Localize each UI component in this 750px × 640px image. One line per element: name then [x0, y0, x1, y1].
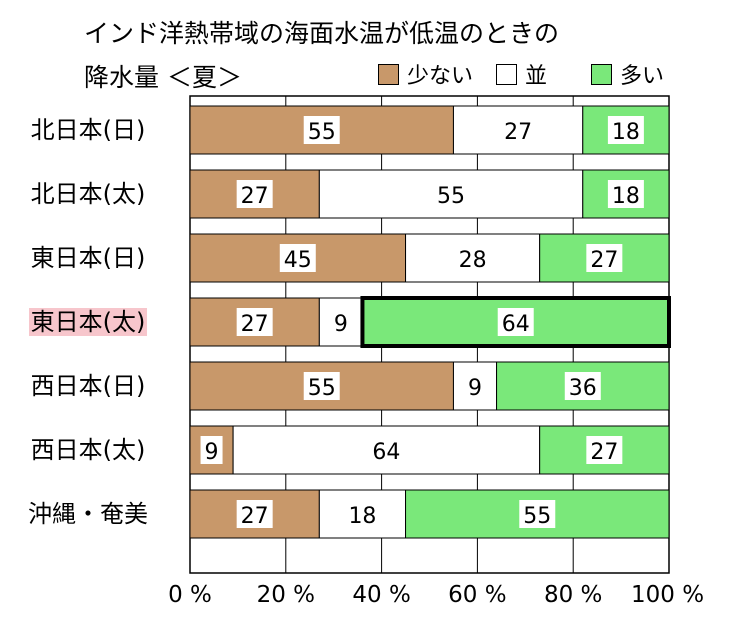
- data-label: 9: [468, 376, 482, 401]
- data-label: 36: [569, 376, 597, 401]
- legend-label-low: 少ない: [407, 64, 474, 89]
- legend-swatch-low: [378, 63, 399, 85]
- category-label-text: 北日本(日): [30, 116, 146, 144]
- data-label: 27: [241, 504, 269, 529]
- data-label-bg: [454, 244, 491, 272]
- x-tick-label: 0 %: [168, 582, 212, 608]
- data-label: 18: [612, 120, 640, 145]
- data-label: 27: [241, 184, 269, 209]
- x-tick-label: 80 %: [543, 582, 603, 608]
- data-label-bg: [279, 244, 316, 272]
- category-label: 沖縄・奄美: [0, 499, 176, 529]
- category-label: 西日本(太): [0, 435, 176, 465]
- data-label: 27: [590, 248, 618, 273]
- data-label-bg: [607, 180, 644, 208]
- data-label: 55: [437, 184, 465, 209]
- data-label: 27: [590, 440, 618, 465]
- legend-item-low: 少ない: [378, 58, 473, 90]
- data-label-bg: [200, 436, 223, 464]
- data-label: 18: [348, 504, 376, 529]
- category-label: 西日本(日): [0, 371, 176, 401]
- category-label-text: 北日本(太): [30, 180, 146, 208]
- data-label-bg: [433, 180, 470, 208]
- data-label: 27: [504, 120, 532, 145]
- category-label-text: 西日本(日): [30, 372, 146, 400]
- chart-title-line1: インド洋熱帯域の海面水温が低温のときの: [84, 19, 560, 48]
- data-label: 55: [523, 504, 551, 529]
- legend-swatch-normal: [496, 63, 517, 85]
- legend-swatch-high: [591, 63, 612, 85]
- data-label-bg: [464, 372, 487, 400]
- data-label-bg: [303, 116, 340, 144]
- legend-item-high: 多い: [591, 58, 664, 90]
- data-label-bg: [344, 500, 381, 528]
- data-label: 9: [205, 440, 219, 465]
- category-label-text: 西日本(太): [30, 436, 146, 464]
- category-label: 東日本(日): [0, 243, 176, 273]
- data-label: 28: [459, 248, 487, 273]
- x-tick-label: 40 %: [352, 582, 411, 608]
- category-label: 北日本(太): [0, 179, 176, 209]
- data-label-bg: [586, 244, 623, 272]
- data-label: 55: [308, 376, 336, 401]
- data-label: 18: [612, 184, 640, 209]
- legend-item-normal: 並: [496, 58, 547, 90]
- category-label-text: 東日本(日): [30, 244, 146, 272]
- category-label: 北日本(日): [0, 115, 176, 145]
- data-label-bg: [497, 308, 534, 336]
- category-label-text: 東日本(太): [28, 308, 148, 336]
- data-label: 27: [241, 312, 269, 337]
- data-label: 64: [372, 440, 400, 465]
- legend-label-high: 多い: [620, 64, 665, 89]
- data-label: 45: [284, 248, 312, 273]
- bar-segment: [189, 489, 320, 539]
- category-label: 東日本(太): [0, 307, 176, 337]
- x-tick-label: 100 %: [630, 582, 705, 608]
- data-label-bg: [236, 308, 273, 336]
- bar-segment: [360, 296, 671, 348]
- data-label-bg: [236, 500, 273, 528]
- data-label-bg: [368, 436, 405, 464]
- data-label-bg: [607, 116, 644, 144]
- data-label-bg: [564, 372, 601, 400]
- data-label-bg: [519, 500, 556, 528]
- data-label-bg: [303, 372, 340, 400]
- x-tick-label: 20 %: [256, 582, 316, 608]
- chart-title-line2: 降水量 ＜夏＞: [84, 63, 242, 92]
- x-tick-label: 60 %: [448, 582, 507, 608]
- category-label-text: 沖縄・奄美: [28, 500, 148, 528]
- data-label: 64: [502, 312, 530, 337]
- data-label-bg: [329, 308, 352, 336]
- data-label: 55: [308, 120, 336, 145]
- data-label: 9: [334, 312, 348, 337]
- legend-label-normal: 並: [525, 64, 548, 89]
- data-label-bg: [500, 116, 537, 144]
- data-label-bg: [586, 436, 623, 464]
- data-label-bg: [236, 180, 273, 208]
